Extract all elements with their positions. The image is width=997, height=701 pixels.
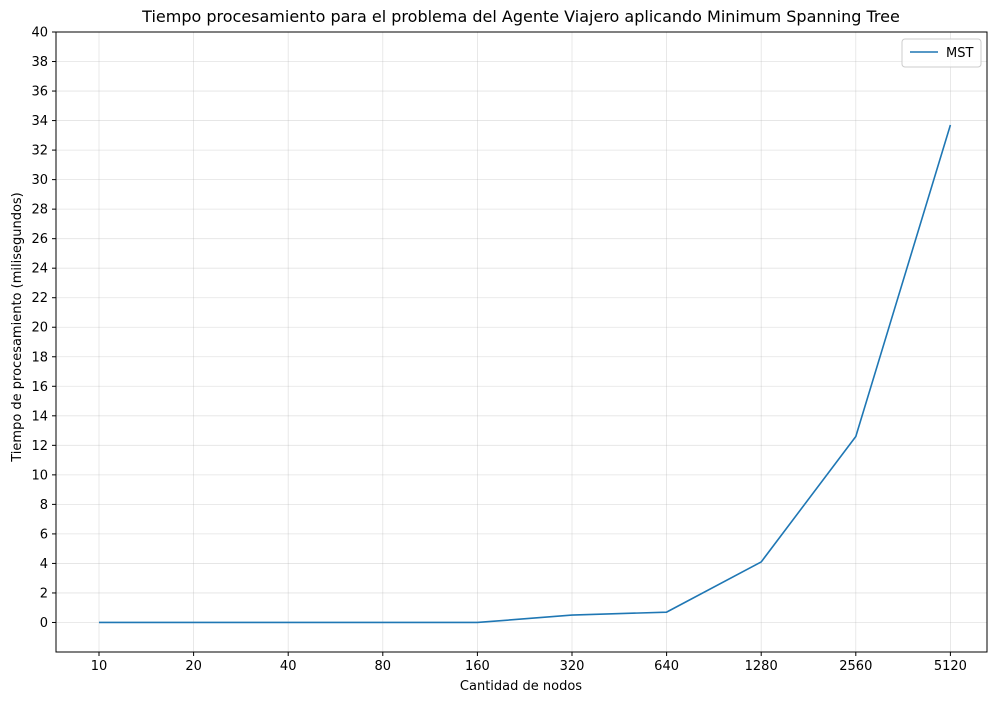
y-tick-label: 18 <box>31 350 48 365</box>
legend-label-mst: MST <box>946 46 973 61</box>
x-axis-label: Cantidad de nodos <box>460 679 582 694</box>
grid <box>56 31 987 652</box>
y-tick-label: 30 <box>31 173 48 188</box>
y-tick-label: 4 <box>40 557 48 572</box>
x-tick-label: 5120 <box>934 659 967 674</box>
y-tick-label: 22 <box>31 291 48 306</box>
legend-box <box>901 38 982 68</box>
y-tick-label: 26 <box>31 232 48 247</box>
series-line-mst <box>99 124 952 624</box>
x-tick-label: 20 <box>185 659 202 674</box>
series-layer <box>99 124 952 624</box>
x-tick-label: 80 <box>375 659 392 674</box>
y-tick-label: 38 <box>31 55 48 70</box>
x-axis-ticks: 10 20 40 80 160 320 640 1280 2560 5120 <box>91 652 967 674</box>
y-tick-label: 20 <box>31 321 48 336</box>
y-tick-label: 12 <box>31 439 48 454</box>
x-tick-label: 320 <box>560 659 585 674</box>
y-axis-label: Tiempo de procesamiento (milisegundos) <box>10 192 25 463</box>
x-tick-label: 40 <box>280 659 297 674</box>
x-tick-label: 2560 <box>839 659 872 674</box>
y-tick-label: 8 <box>40 498 48 513</box>
x-tick-label: 640 <box>654 659 679 674</box>
y-tick-label: 34 <box>31 114 48 129</box>
x-tick-label: 1280 <box>745 659 778 674</box>
y-tick-label: 32 <box>31 144 48 159</box>
x-tick-label: 160 <box>465 659 490 674</box>
y-tick-label: 16 <box>31 380 48 395</box>
y-tick-label: 14 <box>31 409 48 424</box>
y-tick-label: 10 <box>31 468 48 483</box>
y-tick-label: 36 <box>31 85 48 100</box>
y-tick-label: 6 <box>40 527 48 542</box>
y-tick-label: 40 <box>31 26 48 41</box>
y-tick-label: 2 <box>40 586 48 601</box>
legend: MST <box>901 38 982 68</box>
y-tick-label: 0 <box>40 616 48 631</box>
chart-title: Tiempo procesamiento para el problema de… <box>141 7 900 26</box>
y-tick-label: 28 <box>31 203 48 218</box>
y-tick-label: 24 <box>31 262 48 277</box>
x-tick-label: 10 <box>91 659 108 674</box>
plot-frame <box>55 31 988 653</box>
